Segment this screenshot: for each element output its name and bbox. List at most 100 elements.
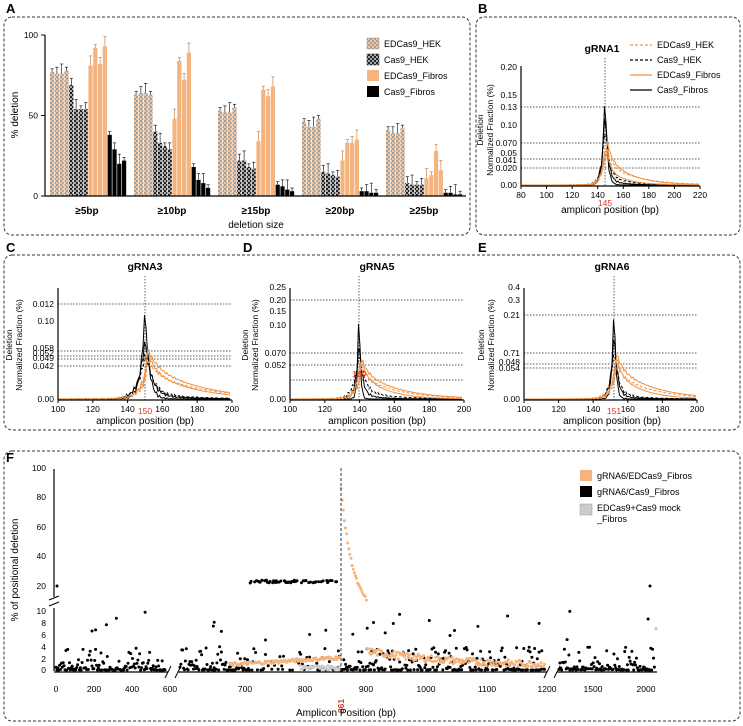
b-ylabel-2: Normalized Fraction (%) [485,84,495,176]
b-xtick-1: 100 [539,190,553,200]
f-point-128 [179,662,183,666]
f-legend: gRNA6/EDCas9_Fibros gRNA6/Cas9_Fibros ED… [579,470,693,524]
e-ylabel-1: Deletion [476,329,486,360]
bar-3-2-0 [275,184,280,196]
b-curve-5 [522,149,699,186]
b-xlabel: amplicon position (bp) [561,205,659,216]
f-point-265 [299,652,303,656]
bar-2-2-3 [270,86,275,196]
b-yt-3: 0.05 [500,148,517,158]
f-point-35 [86,658,89,662]
e-curve-2 [525,354,696,400]
f-point-335 [359,661,363,665]
f-point-757 [334,655,338,659]
d-curve-0 [291,324,462,400]
f-xticks: 0 200 400 600 700 800 900 1000 1100 1200… [54,684,656,694]
f-yt-2: 2 [41,654,46,664]
f-point-809 [391,654,395,658]
f-point-774 [352,571,356,575]
f-point-173 [218,645,222,649]
a-cat-2: ≥15bp [242,206,271,217]
f-point-923 [516,664,520,668]
f-point-784 [363,594,367,598]
f-point-91 [132,662,136,666]
f-point-884 [473,658,477,662]
f-point-860 [447,655,451,659]
f-point-130 [181,648,185,652]
d-yt-5: 0.20 [269,295,286,305]
f-point-657 [650,668,654,672]
f-point-899 [490,663,494,667]
f-point-244 [280,664,284,668]
f-point-587 [588,645,592,649]
f-point-151 [200,653,204,657]
f-point-771 [349,556,353,560]
f-point-169 [214,667,218,671]
bar-3-0-3 [122,160,127,196]
f-point-316 [343,667,347,671]
f-point-426 [435,665,439,669]
f-point-914 [506,658,510,662]
bar-3-3-2 [369,192,374,196]
f-point-144 [193,667,197,671]
bar-1-2-3 [251,168,256,196]
f-point-256 [291,668,294,672]
f-point-922 [515,660,519,664]
f-point-346 [368,661,372,665]
f-point-574 [576,668,580,671]
a-cat-3: ≥20bp [326,206,355,217]
f-point-83 [125,668,129,672]
f-point-197 [238,657,242,661]
bar-2-0-2 [98,64,103,196]
f-point-631 [627,655,631,659]
f-point-565 [568,609,572,613]
f-point-227 [264,578,268,582]
f-point-841 [426,655,430,659]
f-point-365 [383,631,387,635]
f-point-233 [270,667,274,671]
bar-3-4-3 [458,194,463,196]
bar-3-4-0 [443,192,448,196]
c-xticks: 100 120 140 160 180 200 [51,400,239,414]
f-yticks: 20 40 60 80 100 0 2 4 6 8 10 [32,463,46,675]
bar-0-3-2 [311,126,316,196]
panel-label-a: A [6,1,16,16]
f-point-987 [337,668,341,672]
f-point-302 [330,579,334,583]
f-point-736 [311,659,314,663]
f-point-167 [212,620,216,624]
c-yt-4: 0.058 [33,343,55,353]
f-point-221 [260,578,264,582]
f-point-194 [236,651,240,655]
f-xt-1200: 1200 [538,684,557,694]
f-point-350 [372,663,375,667]
f-point-894 [484,664,488,668]
panel-a: A 0 50 100 % deletion ≥5bp ≥10bp ≥15bp ≥… [3,1,471,236]
f-point-123 [160,659,164,663]
f-point-474 [476,624,480,628]
f-point-9 [62,664,66,668]
e-yt-4: 0.21 [503,310,520,320]
bar-2-3-0 [340,160,345,196]
f-point-143 [192,664,196,668]
bar-1-3-2 [330,175,335,196]
f-point-614 [612,652,616,656]
bar-0-0-2 [59,73,64,196]
f-point-435 [444,649,447,653]
f-point-936 [531,665,534,668]
c-cut-label: 150 [138,406,152,416]
f-point-626 [623,650,627,653]
f-point-892 [482,660,486,664]
d-curve-2 [291,356,462,400]
f-xt-1000: 1000 [417,684,436,694]
f-point-207 [247,668,251,672]
f-point-504 [503,655,507,659]
e-ylabel-2: Normalized Fraction (%) [486,299,496,391]
f-point-210 [250,668,254,672]
c-yt-2: 0.049 [33,353,55,363]
f-yt-80: 80 [37,492,47,502]
d-curves [290,324,463,400]
f-point-403 [416,668,420,672]
f-point-576 [578,659,582,663]
bar-2-4-3 [438,170,443,196]
